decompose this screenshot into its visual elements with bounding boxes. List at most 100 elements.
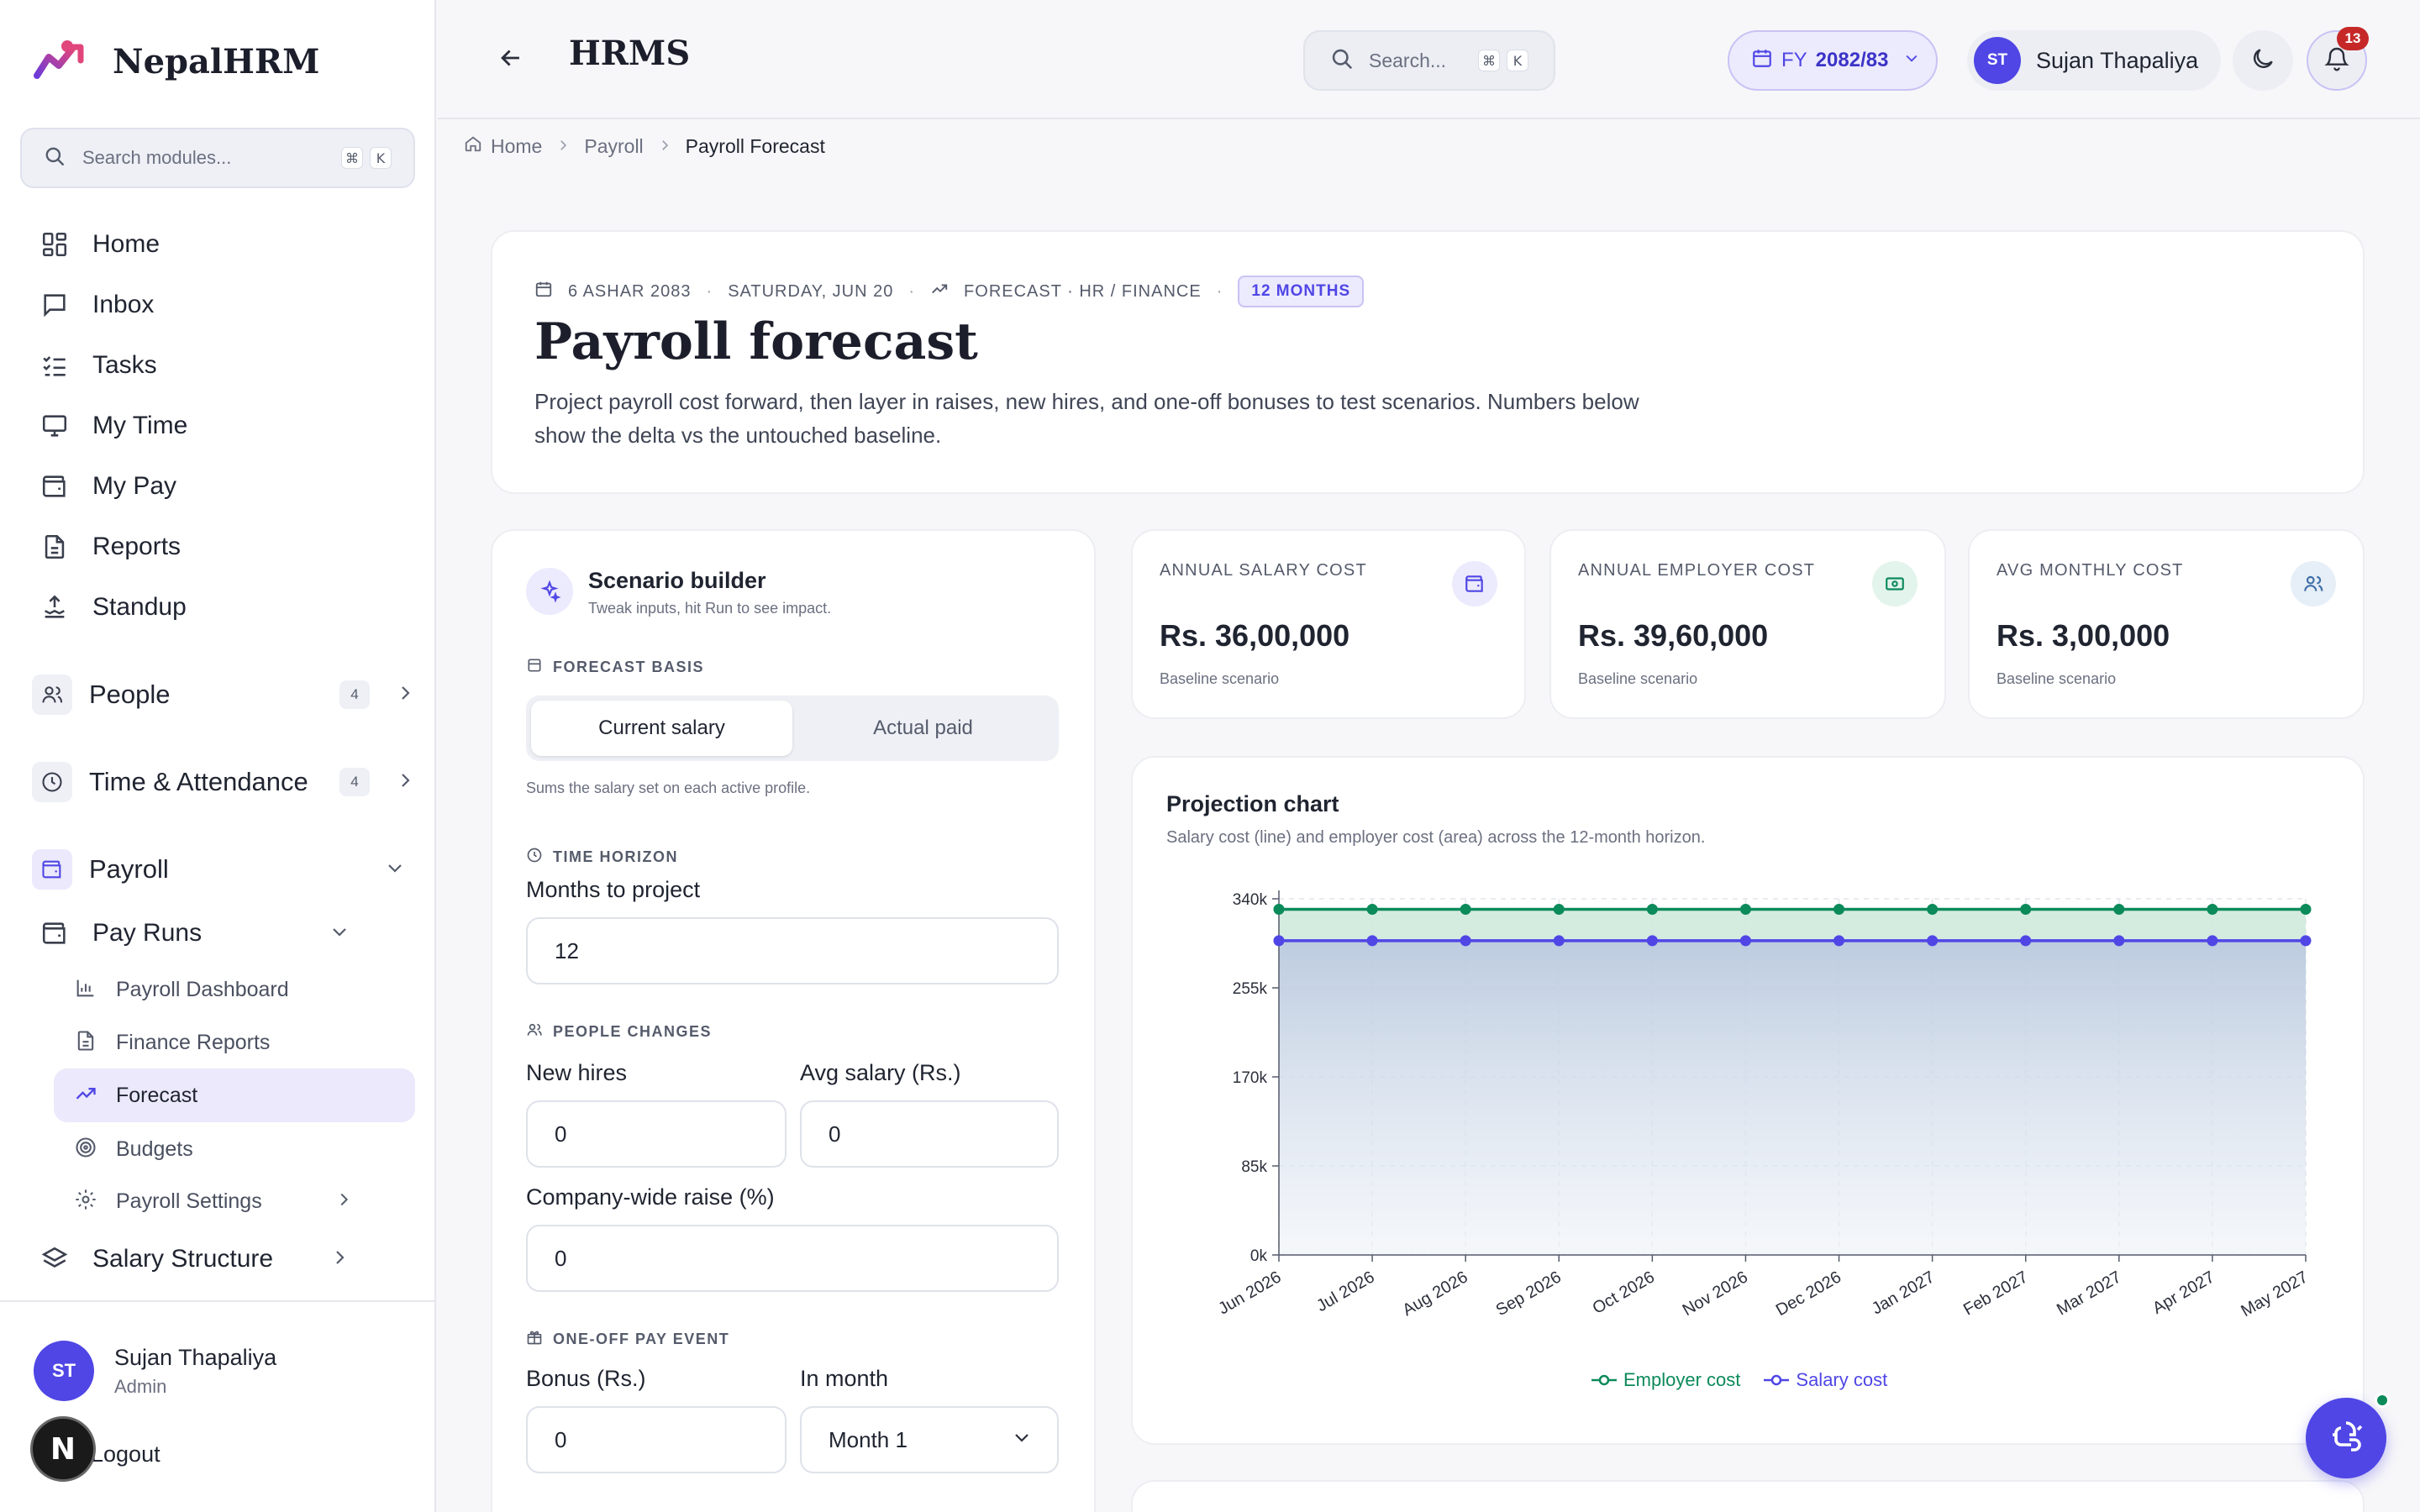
- user-menu[interactable]: ST Sujan Thapaliya: [1967, 30, 2221, 91]
- x-tick-label: May 2027: [2238, 1268, 2311, 1320]
- sidebar-footer: ST Sujan Thapaliya Admin Logout: [0, 1300, 436, 1512]
- sidebar-subitem-finance-reports[interactable]: Finance Reports: [54, 1016, 415, 1069]
- salary-cost-point: [1273, 935, 1285, 947]
- module-search[interactable]: Search modules... ⌘ K: [20, 128, 415, 188]
- basis-option-actual-paid[interactable]: Actual paid: [873, 717, 973, 739]
- sidebar-item-reports[interactable]: Reports: [39, 523, 181, 570]
- raise-label: Company-wide raise (%): [526, 1184, 775, 1210]
- breadcrumb-home[interactable]: Home: [491, 134, 543, 157]
- separator-dot: ·: [1216, 281, 1223, 301]
- shortcut-key-k: K: [1507, 50, 1528, 71]
- wallet-icon: [39, 470, 71, 502]
- page-description: Project payroll cost forward, then layer…: [534, 389, 1639, 448]
- n-badge-icon[interactable]: N: [30, 1416, 96, 1482]
- separator-dot: ·: [706, 281, 713, 301]
- clock-icon: [32, 762, 72, 802]
- employer-cost-point: [1646, 903, 1658, 915]
- sidebar-item-salary-structure[interactable]: Salary Structure: [39, 1236, 350, 1283]
- sidebar-group-time-attendance[interactable]: Time & Attendance 4: [32, 759, 415, 806]
- notifications-button[interactable]: 13: [2307, 27, 2369, 91]
- chevron-right-icon: [657, 135, 672, 158]
- global-search[interactable]: Search... ⌘ K: [1303, 30, 1555, 91]
- sidebar-item-label: Pay Runs: [92, 919, 203, 947]
- online-status-dot: [2375, 1393, 2390, 1408]
- fiscal-year-selector[interactable]: FY 2082/83: [1728, 30, 1938, 91]
- sidebar-item-label: Salary Structure: [92, 1245, 274, 1273]
- legend-label: Employer cost: [1623, 1369, 1741, 1390]
- count-badge: 4: [339, 768, 370, 796]
- sidebar-item-home[interactable]: Home: [39, 221, 160, 268]
- user-name: Sujan Thapaliya: [2036, 47, 2199, 73]
- standup-icon: [39, 591, 71, 623]
- shortcut-key-k: K: [370, 147, 392, 169]
- section-people-changes: PEOPLE CHANGES: [526, 1021, 712, 1042]
- legend-item-salary-cost[interactable]: Salary cost: [1764, 1369, 1887, 1391]
- assistant-button[interactable]: [2306, 1398, 2386, 1478]
- chevron-down-icon: [1903, 49, 1920, 72]
- salary-cost-point: [1927, 935, 1939, 947]
- sidebar-subitem-label: Payroll Settings: [116, 1189, 262, 1213]
- legend-marker: [1591, 1374, 1617, 1386]
- sidebar-item-standup[interactable]: Standup: [39, 584, 187, 631]
- basis-option-current-salary[interactable]: Current salary: [531, 701, 792, 756]
- bell-icon: [2323, 45, 2350, 76]
- employer-cost-point: [1273, 903, 1285, 915]
- trending-up-icon: [930, 280, 949, 303]
- bar-chart-icon: [74, 976, 97, 1004]
- calendar-icon: [1751, 47, 1773, 75]
- scenario-builder-card: Scenario builder Tweak inputs, hit Run t…: [491, 529, 1096, 1512]
- in-month-select[interactable]: Month 1: [800, 1406, 1059, 1473]
- projection-chart: 0k 85k 170k 255k 340k Jun 2026 Jul 2026 Aug 202…: [1215, 890, 2312, 1320]
- legend-item-employer-cost[interactable]: Employer cost: [1591, 1369, 1740, 1391]
- sidebar-item-pay-runs[interactable]: Pay Runs: [39, 910, 350, 957]
- section-time-horizon: TIME HORIZON: [526, 847, 678, 868]
- breadcrumb-current: Payroll Forecast: [685, 134, 825, 157]
- in-month-value: Month 1: [829, 1426, 908, 1452]
- sidebar-item-tasks[interactable]: Tasks: [39, 342, 157, 389]
- theme-toggle[interactable]: [2233, 30, 2293, 91]
- moon-icon: [2249, 45, 2276, 76]
- y-tick-label: 0k: [1250, 1247, 1268, 1265]
- back-arrow-icon[interactable]: [497, 44, 525, 76]
- trending-up-icon: [74, 1082, 97, 1110]
- employer-cost-point: [2300, 903, 2312, 915]
- global-search-placeholder: Search...: [1369, 49, 1447, 71]
- new-hires-input[interactable]: 0: [526, 1100, 786, 1168]
- sidebar-item-label: Standup: [92, 593, 187, 621]
- sidebar-item-my-pay[interactable]: My Pay: [39, 463, 176, 510]
- wallet-icon: [32, 849, 72, 890]
- sidebar-item-inbox[interactable]: Inbox: [39, 281, 154, 328]
- months-input[interactable]: 12: [526, 917, 1059, 984]
- employer-cost-point: [2113, 903, 2125, 915]
- section-forecast-basis: FORECAST BASIS: [526, 657, 704, 678]
- sidebar-subitem-forecast[interactable]: Forecast: [54, 1068, 415, 1122]
- brand[interactable]: NepalHRM: [34, 37, 319, 86]
- chevron-down-icon: [329, 921, 350, 946]
- sidebar-item-my-time[interactable]: My Time: [39, 402, 187, 449]
- chevron-right-icon: [334, 1190, 353, 1213]
- section-one-off-event: ONE-OFF PAY EVENT: [526, 1329, 729, 1350]
- topbar: HRMS Search... ⌘ K FY 2082/83 ST Sujan T…: [438, 0, 2420, 119]
- bonus-input[interactable]: 0: [526, 1406, 786, 1473]
- salary-cost-point: [2020, 935, 2032, 947]
- employer-cost-area: [1279, 909, 2306, 941]
- sidebar: NepalHRM Search modules... ⌘ K Home Inbo…: [0, 0, 436, 1512]
- app-name: NepalHRM: [113, 41, 320, 81]
- breadcrumb-payroll[interactable]: Payroll: [584, 134, 644, 157]
- kpi-label: ANNUAL SALARY COST: [1160, 561, 1367, 580]
- layers-icon: [39, 1243, 71, 1275]
- forecast-basis-toggle: Current salary Actual paid: [526, 696, 1059, 761]
- avg-salary-input[interactable]: 0: [800, 1100, 1059, 1168]
- current-user[interactable]: ST Sujan Thapaliya Admin: [34, 1341, 276, 1401]
- sidebar-subitem-payroll-settings[interactable]: Payroll Settings: [54, 1174, 415, 1228]
- sidebar-subitem-payroll-dashboard[interactable]: Payroll Dashboard: [54, 963, 415, 1016]
- next-card: [1131, 1480, 2365, 1512]
- kpi-caption: Baseline scenario: [1996, 670, 2117, 687]
- raise-input[interactable]: 0: [526, 1225, 1059, 1292]
- sidebar-group-people[interactable]: People 4: [32, 671, 415, 718]
- x-tick-label: Oct 2026: [1590, 1268, 1658, 1318]
- wallet-icon: [39, 917, 71, 949]
- sidebar-group-payroll[interactable]: Payroll: [32, 846, 415, 893]
- logout-link[interactable]: Logout: [91, 1441, 160, 1467]
- sidebar-subitem-budgets[interactable]: Budgets: [54, 1122, 415, 1176]
